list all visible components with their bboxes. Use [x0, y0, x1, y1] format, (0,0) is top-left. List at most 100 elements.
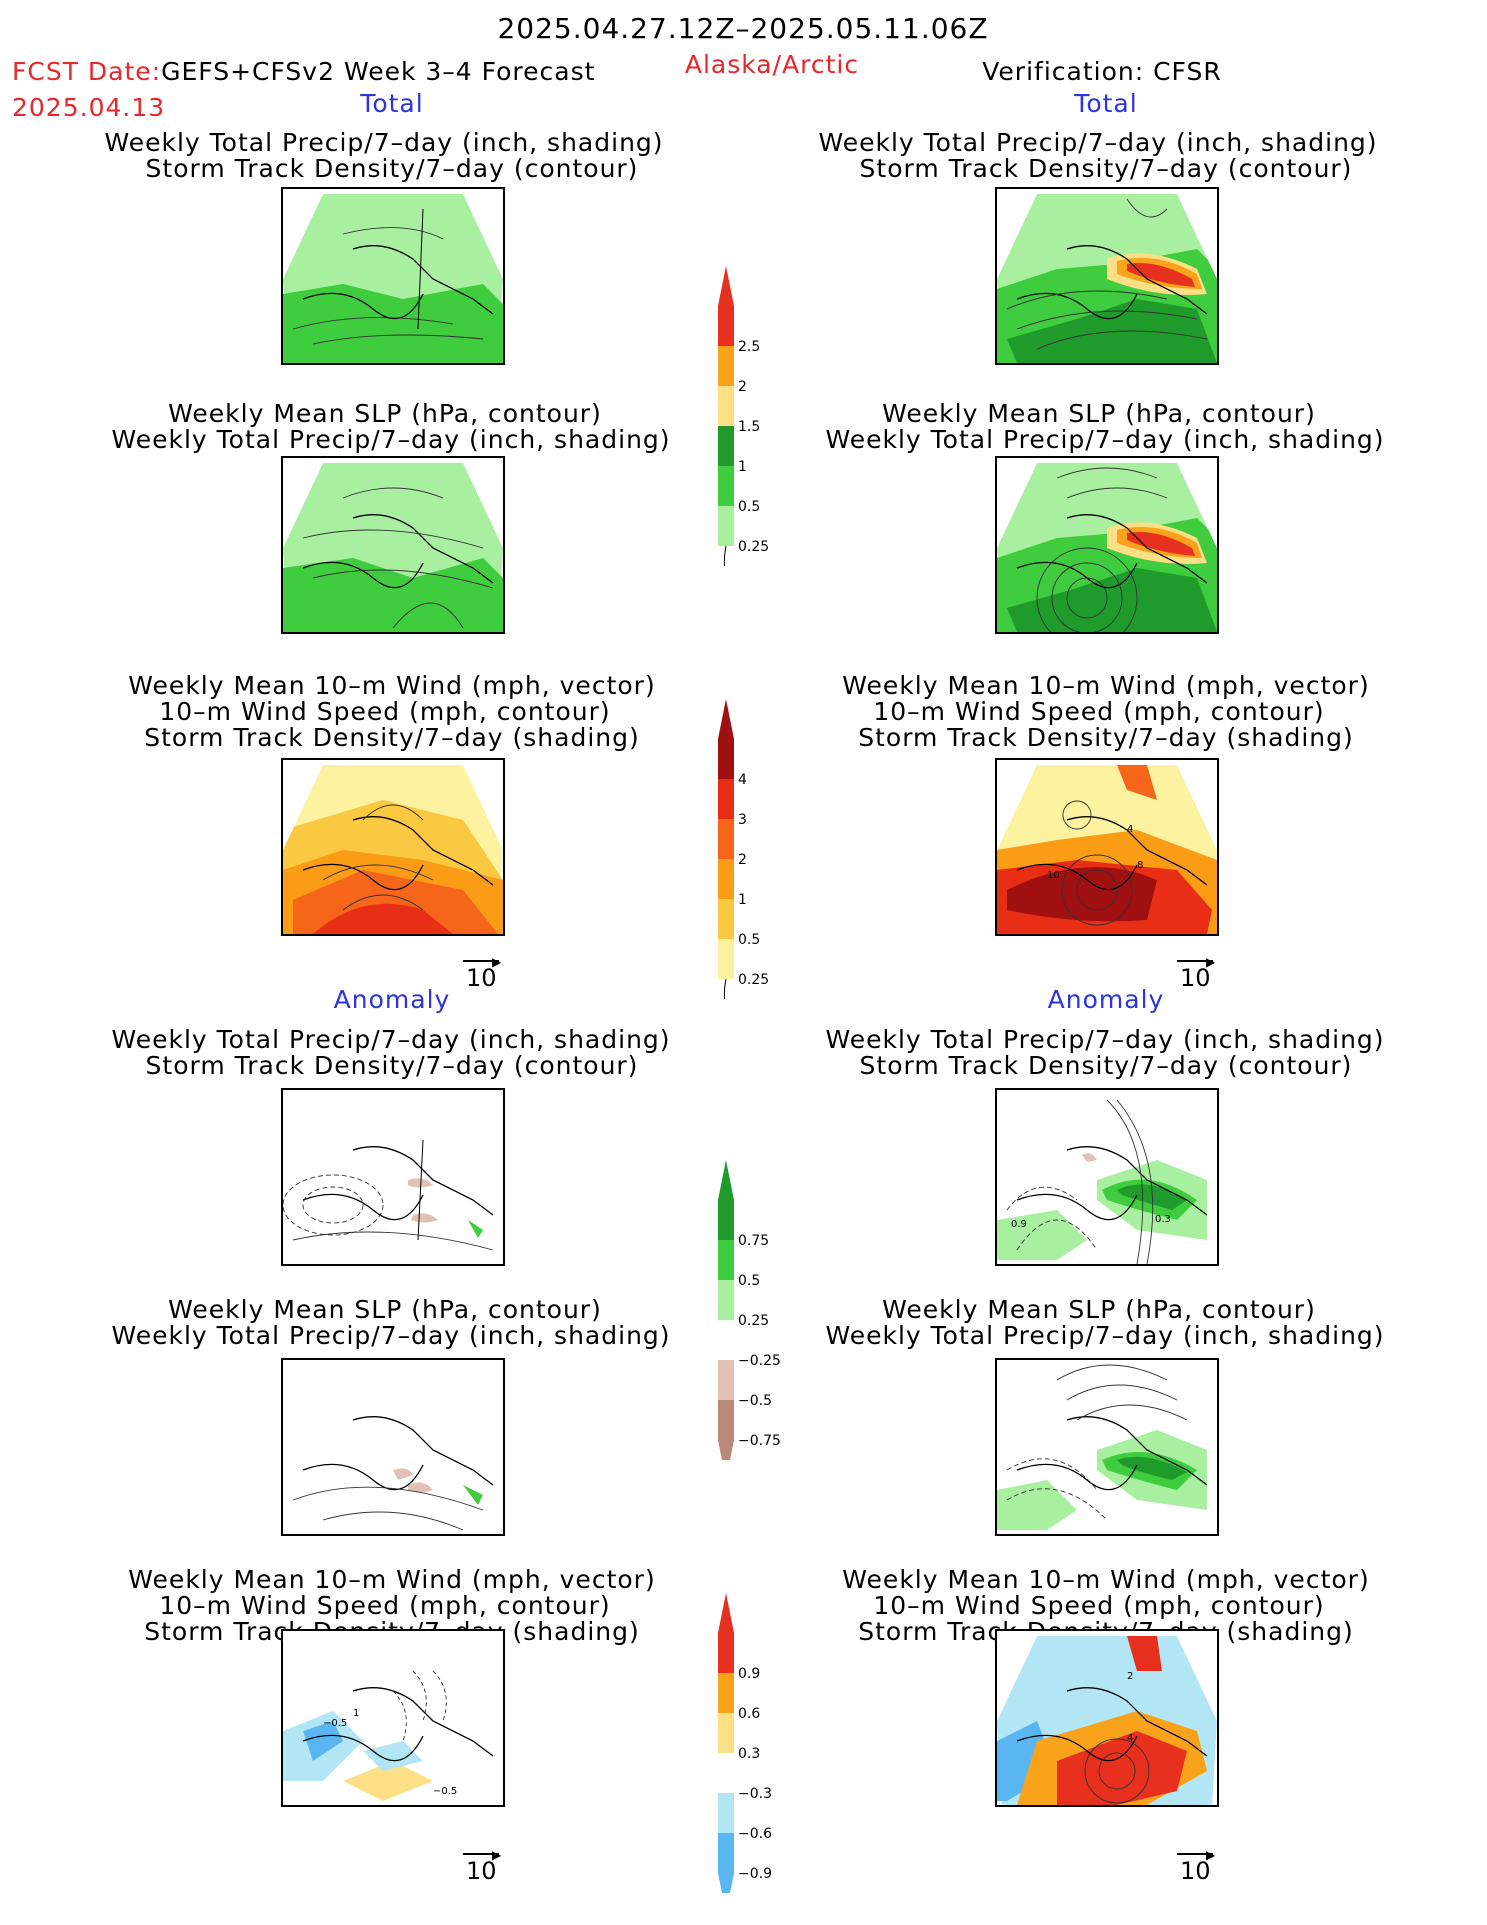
title-r3-left-1: Weekly Mean 10–m Wind (mph, vector): [128, 671, 656, 700]
colorbar-storm-total: 4 3 2 1 0.5 0.25: [718, 699, 798, 1016]
colorbar-tick-label: 0.75: [738, 1233, 769, 1249]
fcst-prefix: FCST Date:: [12, 57, 162, 86]
colorbar-tick-label: −0.9: [738, 1866, 772, 1882]
colorbar-top-triangle: [718, 1593, 734, 1633]
vector-scale-arrow: [1177, 1853, 1213, 1855]
contour-label: 0.3: [1155, 1214, 1171, 1225]
colorbar-tick-label: 4: [738, 772, 747, 788]
verification-label: Verification: CFSR: [982, 57, 1222, 86]
colorbar-box: [718, 1360, 734, 1400]
colorbar-storm-anomaly: 0.9 0.6 0.3 −0.3 −0.6 −0.9: [718, 1593, 798, 1913]
colorbar-bottom-end: [718, 1873, 734, 1913]
title-r2-right-2: Weekly Total Precip/7–day (inch, shading…: [825, 425, 1385, 454]
colorbar-box: [718, 1753, 734, 1793]
colorbar-bottom-end: [718, 1440, 734, 1480]
contour-label: 8: [1137, 860, 1143, 871]
slp-contours: [302, 487, 494, 629]
colorbar-box: [718, 386, 734, 426]
section-anomaly-left: Anomaly: [333, 985, 451, 1014]
vector-scale-arrow: [463, 1853, 499, 1855]
colorbar-tick-label: 0.6: [738, 1706, 760, 1722]
colorbar-box: [718, 1673, 734, 1713]
vector-scale-arrow: [463, 960, 499, 962]
colorbar-box: [718, 899, 734, 939]
colorbar-tick-label: 0.9: [738, 1666, 760, 1682]
map-total-precip-storm-observed: [995, 187, 1219, 365]
contour-label: 4: [1127, 1733, 1133, 1744]
fcst-date-value: 2025.04.13: [12, 93, 166, 122]
fcst-date-label: FCST Date:GEFS+CFSv2 Week 3–4 Forecast: [12, 57, 595, 86]
colorbar-box: [718, 1633, 734, 1673]
colorbar-box: [718, 1400, 734, 1440]
contour-label: 0.9: [1011, 1219, 1027, 1230]
title-r5-right-2: Weekly Total Precip/7–day (inch, shading…: [825, 1321, 1385, 1350]
map-anom-precip-storm-observed: 0.9 0.3: [995, 1088, 1219, 1266]
colorbar-bottom-end: [723, 545, 729, 583]
colorbar-tick-label: −0.75: [738, 1433, 781, 1449]
colorbar-tick-label: 0.5: [738, 499, 760, 515]
title-r3-left-3: Storm Track Density/7–day (shading): [144, 723, 640, 752]
arrowhead-icon: ▶: [492, 955, 502, 969]
title-r5-left-2: Weekly Total Precip/7–day (inch, shading…: [111, 1321, 671, 1350]
colorbar-box: [718, 1200, 734, 1240]
vector-scale-label: 10: [1180, 964, 1211, 992]
colorbar-box: [718, 1240, 734, 1280]
map-anom-wind-storm-observed: 2 4: [995, 1629, 1219, 1807]
precip-max-shading: [1127, 263, 1195, 287]
title-r3-right-3: Storm Track Density/7–day (shading): [858, 723, 1354, 752]
map-anom-slp-precip-forecast: [281, 1358, 505, 1536]
section-total-right: Total: [1074, 89, 1138, 118]
vector-scale-arrow: [1177, 960, 1213, 962]
colorbar-precip-anomaly: 0.75 0.5 0.25 −0.25 −0.5 −0.75: [718, 1160, 798, 1480]
title-r1-left-2: Storm Track Density/7–day (contour): [145, 154, 639, 183]
title-r3-right-1: Weekly Mean 10–m Wind (mph, vector): [842, 671, 1370, 700]
contour-label: 10: [1047, 870, 1060, 881]
colorbar-top-triangle: [718, 266, 734, 306]
title-r3-right-2: 10–m Wind Speed (mph, contour): [873, 697, 1325, 726]
section-total-left: Total: [360, 89, 424, 118]
storm-contours: [292, 227, 484, 345]
map-anom-wind-storm-forecast: −0.5 −0.5 1: [281, 1629, 505, 1807]
colorbar-tick-label: 1: [738, 892, 747, 908]
colorbar-box: [718, 1320, 734, 1360]
contour-label: −0.5: [433, 1786, 457, 1797]
colorbar-svg: 0.75 0.5 0.25 −0.25 −0.5 −0.75: [718, 1160, 781, 1480]
contour-label: 4: [1127, 824, 1133, 835]
contour-label: 2: [1127, 1671, 1133, 1682]
vector-scale-label: 10: [1180, 1857, 1211, 1885]
title-r3-left-2: 10–m Wind Speed (mph, contour): [159, 697, 611, 726]
colorbar-box: [718, 859, 734, 899]
colorbar-tick-label: 2: [738, 852, 747, 868]
colorbar-top-triangle: [718, 699, 734, 739]
colorbar-box: [718, 1280, 734, 1320]
colorbar-tick-label: 0.5: [738, 1273, 760, 1289]
map-total-wind-storm-forecast: [281, 758, 505, 936]
title-r5-left-1: Weekly Mean SLP (hPa, contour): [168, 1295, 602, 1324]
colorbar-tick-label: −0.5: [738, 1393, 772, 1409]
colorbar-svg: 4 3 2 1 0.5 0.25: [718, 699, 769, 1016]
contour-label: −0.5: [323, 1718, 347, 1729]
colorbar-box: [718, 779, 734, 819]
section-anomaly-right: Anomaly: [1047, 985, 1165, 1014]
title-r1-left-1: Weekly Total Precip/7–day (inch, shading…: [104, 128, 664, 157]
title-r6-left-2: 10–m Wind Speed (mph, contour): [159, 1591, 611, 1620]
precip-medium-shading: [283, 284, 503, 363]
map-anom-slp-precip-observed: [995, 1358, 1219, 1536]
colorbar-precip-total: 2.5 2 1.5 1 0.5 0.25: [718, 266, 798, 583]
colorbar-tick-label: 0.25: [738, 972, 769, 988]
colorbar-tick-label: 2.5: [738, 339, 760, 355]
arrowhead-icon: ▶: [1206, 1848, 1216, 1862]
title-r1-right-2: Storm Track Density/7–day (contour): [859, 154, 1353, 183]
colorbar-top-triangle: [718, 1160, 734, 1200]
colorbar-box: [718, 1713, 734, 1753]
colorbar-svg: 2.5 2 1.5 1 0.5 0.25: [718, 266, 769, 583]
colorbar-tick-label: 0.3: [738, 1746, 760, 1762]
colorbar-tick-label: 0.25: [738, 1313, 769, 1329]
colorbar-box: [718, 1793, 734, 1833]
fcst-model: GEFS+CFSv2 Week 3–4 Forecast: [161, 57, 596, 86]
contour-label: 1: [353, 1708, 359, 1719]
date-range-title: 2025.04.27.12Z–2025.05.11.06Z: [497, 12, 989, 45]
colorbar-tick-label: 0.25: [738, 539, 769, 555]
colorbar-box: [718, 1833, 734, 1873]
colorbar-bottom-end: [723, 978, 729, 1016]
